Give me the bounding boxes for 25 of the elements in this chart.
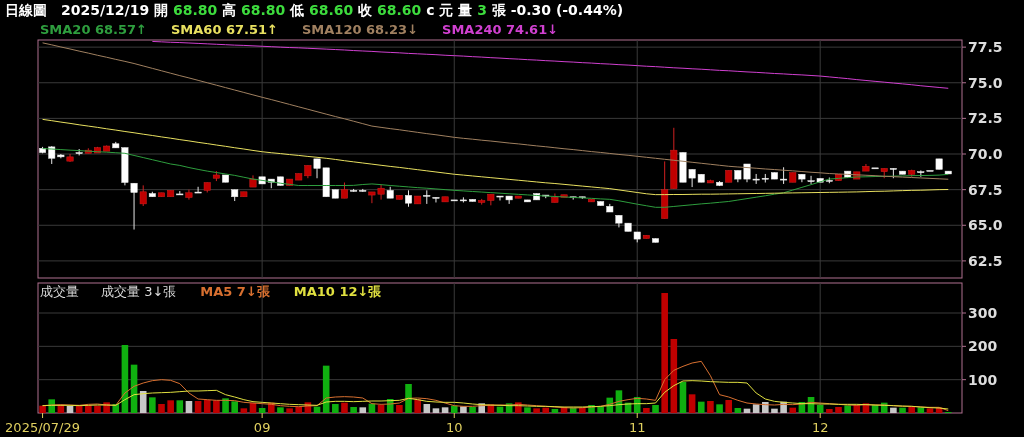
- x-tick-label: 10: [445, 420, 463, 435]
- text: 2025/12/19 開 68.80 高 68.80 低 68.60 收 68.60 c 元 量 3 張 -0.30 (-0.44%): [61, 2, 624, 18]
- text: MA10 12↓張: [293, 284, 383, 299]
- y-tick-label: 100: [968, 371, 998, 388]
- y-tick-label: 67.5: [968, 181, 1003, 198]
- text: SMA20 68.57↑: [40, 22, 147, 37]
- text: MA5 7↓張: [200, 284, 271, 299]
- series-label: SMA240 74.61↓: [442, 22, 559, 37]
- y-tick-label: 75.0: [968, 74, 1003, 91]
- x-tick-label: 11: [628, 420, 646, 435]
- x-tick-label: 12: [811, 420, 829, 435]
- y-tick-label: 62.5: [968, 252, 1003, 269]
- chart-title: 日線圖: [5, 2, 47, 18]
- y-tick-label: 70.0: [968, 146, 1003, 163]
- y-tick-label: 300: [968, 305, 998, 321]
- chart-title: 成交量: [40, 284, 79, 299]
- x-tick-label: 09: [253, 420, 271, 435]
- text: 成交量 3↓張: [101, 284, 177, 299]
- y-tick-label: 72.5: [968, 110, 1003, 127]
- y-tick-label: 65.0: [968, 217, 1003, 234]
- text: SMA60 67.51↑: [171, 22, 278, 37]
- text: SMA120 68.23↓: [302, 22, 419, 37]
- x-tick-label: 2025/07/29: [5, 420, 81, 435]
- y-tick-label: 200: [968, 338, 998, 355]
- y-tick-label: 77.5: [968, 39, 1003, 56]
